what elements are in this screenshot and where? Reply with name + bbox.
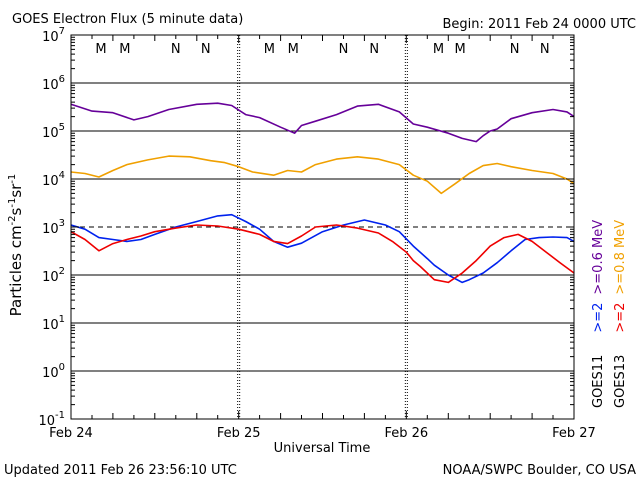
y-tick-label: 103 bbox=[42, 218, 65, 237]
marker-n: N bbox=[540, 42, 550, 57]
y-tick-label: 102 bbox=[42, 266, 65, 285]
marker-m: M bbox=[433, 42, 444, 57]
series-line-goes11-2-mev bbox=[70, 213, 575, 284]
marker-n: N bbox=[171, 42, 181, 57]
y-axis-label: Particles cm-2s-1sr-1 bbox=[7, 174, 25, 317]
x-tick-labels: Feb 24 Feb 25 Feb 26 Feb 27 bbox=[49, 426, 596, 441]
axis-ticks bbox=[70, 35, 575, 420]
chart-title: GOES Electron Flux (5 minute data) bbox=[12, 12, 243, 27]
marker-n: N bbox=[510, 42, 520, 57]
y-tick-label: 101 bbox=[42, 314, 65, 333]
series-line-goes13-2-mev bbox=[70, 224, 575, 284]
marker-m: M bbox=[119, 42, 130, 57]
legend-goes13-name: GOES13 bbox=[613, 355, 628, 408]
begin-date: Begin: 2011 Feb 24 0000 UTC bbox=[442, 17, 636, 32]
y-tick-label: 105 bbox=[42, 122, 65, 141]
series-line-goes13-0-8-mev bbox=[70, 155, 575, 195]
x-tick-label: Feb 27 bbox=[552, 426, 596, 441]
x-tick-label: Feb 24 bbox=[49, 426, 93, 441]
series-layer bbox=[70, 102, 575, 284]
series-line-goes11-0-6-mev bbox=[70, 102, 575, 143]
marker-m: M bbox=[264, 42, 275, 57]
y-tick-label: 100 bbox=[42, 362, 65, 381]
legend-goes13-ch2: >=0.8 MeV bbox=[613, 220, 628, 295]
y-tick-label: 106 bbox=[42, 74, 65, 93]
y-tick-label: 107 bbox=[42, 26, 65, 45]
marker-n: N bbox=[201, 42, 211, 57]
marker-m: M bbox=[95, 42, 106, 57]
credit-line: NOAA/SWPC Boulder, CO USA bbox=[443, 463, 636, 478]
x-tick-label: Feb 26 bbox=[384, 426, 428, 441]
legend-goes13: GOES13 >=2 >=0.8 MeV bbox=[613, 220, 628, 408]
day-boundary-lines bbox=[237, 35, 408, 419]
legend-goes11-ch1: >=2 bbox=[591, 303, 606, 333]
y-tick-label: 104 bbox=[42, 170, 65, 189]
tick-marks bbox=[70, 35, 575, 420]
legend-goes11: GOES11 >=2 >=0.6 MeV bbox=[591, 220, 606, 408]
y-tick-label: 10-1 bbox=[38, 410, 65, 429]
x-axis-label: Universal Time bbox=[274, 441, 371, 456]
legend-goes13-ch1: >=2 bbox=[613, 303, 628, 333]
legend-goes11-ch2: >=0.6 MeV bbox=[591, 220, 606, 295]
legend-goes11-name: GOES11 bbox=[591, 355, 606, 408]
right-legend: GOES11 >=2 >=0.6 MeV GOES13 >=2 >=0.8 MeV bbox=[591, 220, 628, 408]
marker-m: M bbox=[288, 42, 299, 57]
x-tick-label: Feb 25 bbox=[217, 426, 261, 441]
y-tick-labels: 10-1 100 101 102 103 104 105 106 107 bbox=[38, 26, 65, 429]
marker-n: N bbox=[339, 42, 349, 57]
marker-m: M bbox=[454, 42, 465, 57]
marker-n: N bbox=[369, 42, 379, 57]
updated-timestamp: Updated 2011 Feb 26 23:56:10 UTC bbox=[4, 463, 237, 478]
